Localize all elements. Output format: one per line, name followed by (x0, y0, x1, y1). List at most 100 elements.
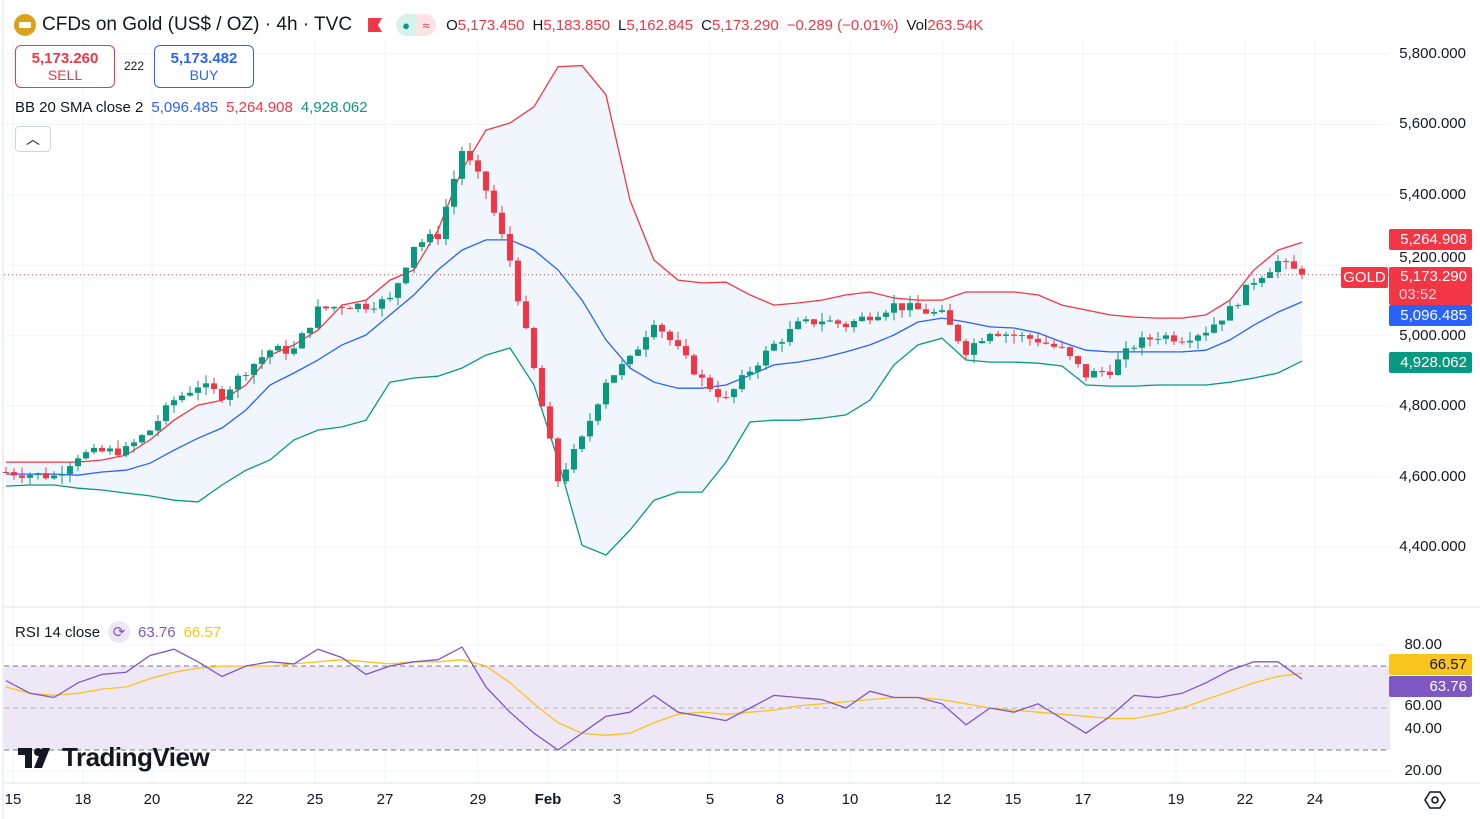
candle-body (435, 233, 441, 240)
bb-lower-price-label: 4,928.062 (1389, 352, 1472, 373)
candle-body (131, 442, 137, 447)
candle-body (75, 458, 81, 467)
candle-body (387, 297, 393, 300)
candle-body (1275, 261, 1281, 273)
candle-body (267, 350, 273, 358)
candle-body (35, 473, 41, 476)
candle-body (419, 242, 425, 247)
candle-body (275, 345, 281, 351)
time-axis-tick: Feb (534, 791, 562, 808)
candle-body (1187, 340, 1193, 343)
candle-body (691, 355, 697, 375)
time-axis-tick: 3 (612, 791, 622, 808)
last-price-label: 5,173.290 03:52 (1389, 267, 1472, 305)
candle-body (771, 343, 777, 351)
tradingview-logo[interactable]: TradingView (18, 742, 210, 773)
candle-body (779, 342, 785, 344)
candle-body (731, 389, 737, 398)
candle-body (1147, 337, 1153, 340)
candle-body (859, 316, 865, 322)
candle-body (1195, 335, 1201, 341)
candle-body (1179, 341, 1185, 343)
close-label: C (701, 16, 712, 34)
price-axis-tick: 5,600.000 (1399, 115, 1466, 133)
candle-body (635, 349, 641, 356)
chevron-up-icon: ︿ (26, 131, 40, 147)
candle-body (883, 312, 889, 317)
settings-icon[interactable] (1424, 790, 1446, 810)
symbol-price-tag: GOLD (1341, 267, 1388, 288)
candle-body (1035, 338, 1041, 343)
candle-body (227, 389, 233, 400)
candle-body (1259, 277, 1265, 283)
candle-body (843, 323, 849, 328)
spread-value: 222 (124, 59, 145, 73)
volume-label: Vol (906, 16, 928, 34)
candle-body (971, 343, 977, 355)
candle-body (531, 328, 537, 369)
market-open-dot-icon: ● (396, 14, 417, 36)
candle-body (595, 404, 601, 421)
time-axis-tick: 18 (74, 791, 92, 808)
candle-body (547, 406, 553, 439)
candle-body (3, 471, 9, 473)
candle-body (563, 469, 569, 482)
time-axis-tick: 29 (469, 791, 487, 808)
candle-body (1067, 347, 1073, 357)
market-status-pill[interactable]: ● ≈ (396, 14, 437, 36)
candle-body (115, 448, 121, 456)
gold-symbol-logo-icon (14, 14, 36, 36)
rsi-axis-tick: 40.00 (1404, 720, 1442, 737)
candle-body (1091, 371, 1097, 378)
candle-body (1123, 348, 1129, 360)
time-axis-tick: 15 (1004, 791, 1022, 808)
candle-body (795, 321, 801, 330)
candle-body (1211, 324, 1217, 333)
candle-body (1299, 268, 1305, 275)
candle-body (803, 319, 809, 322)
candle-body (747, 371, 753, 376)
candle-body (467, 151, 473, 161)
bb-basis-value: 5,096.485 (151, 99, 219, 116)
candle-body (371, 308, 377, 310)
refresh-icon[interactable]: ⟳ (108, 621, 131, 643)
candle-body (307, 327, 313, 334)
rsi-axis-tick: 60.00 (1404, 697, 1442, 714)
candle-body (699, 374, 705, 378)
low-label: L (618, 16, 627, 34)
candle-body (827, 320, 833, 322)
flag-icon[interactable] (368, 18, 383, 32)
candle-body (875, 316, 881, 321)
candle-body (379, 299, 385, 309)
candle-body (979, 341, 985, 344)
candle-body (963, 341, 969, 355)
candle-body (395, 283, 401, 298)
candle-body (619, 364, 625, 376)
candle-body (811, 319, 817, 325)
candle-body (99, 447, 105, 452)
bb-legend[interactable]: BB 20 SMA close 2 5,096.485 5,264.908 4,… (15, 99, 368, 116)
price-axis-tick: 5,800.000 (1399, 45, 1466, 62)
price-axis-tick: 4,600.000 (1399, 467, 1466, 485)
bb-upper-value: 5,264.908 (226, 99, 293, 116)
candle-body (515, 260, 521, 302)
candle-body (891, 303, 897, 313)
symbol-title[interactable]: CFDs on Gold (US$ / OZ) · 4h · TVC (42, 14, 353, 35)
candle-body (651, 324, 657, 338)
low-value: 5,162.845 (626, 16, 694, 34)
candle-body (475, 160, 481, 172)
collapse-legend-button[interactable]: ︿ (15, 126, 51, 152)
candle-body (219, 388, 225, 400)
candle-body (1267, 272, 1273, 278)
candle-body (187, 392, 193, 396)
candle-body (571, 449, 577, 470)
candle-body (355, 303, 361, 309)
buy-button[interactable]: 5,173.482 BUY (154, 45, 254, 88)
price-axis-tick: 5,400.000 (1399, 185, 1466, 203)
rsi-legend[interactable]: RSI 14 close ⟳ 63.76 66.57 (15, 621, 221, 643)
price-axis-tick: 5,200.000 (1399, 249, 1466, 266)
sell-button[interactable]: 5,173.260 SELL (15, 45, 115, 88)
candle-body (283, 345, 289, 354)
rsi-line (5, 646, 1303, 751)
